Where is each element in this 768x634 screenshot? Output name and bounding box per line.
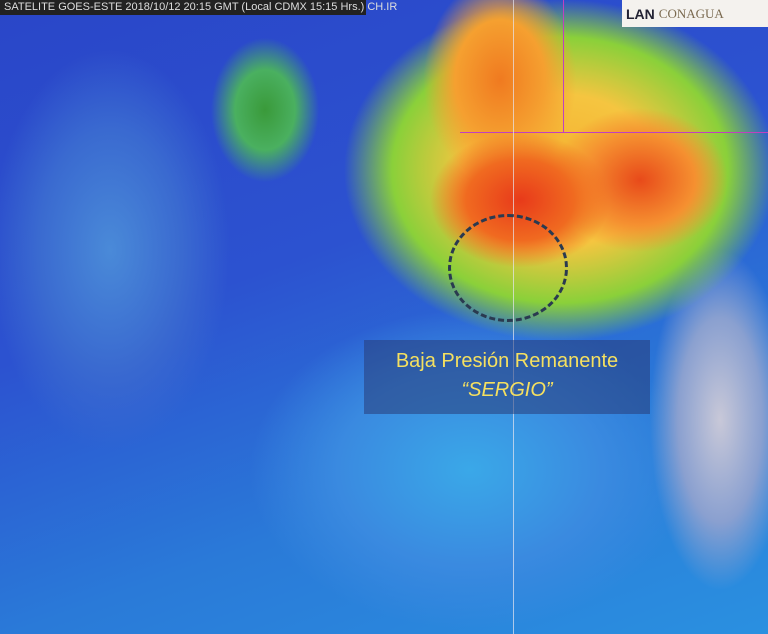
- annotation-box: Baja Presión Remanente “SERGIO”: [364, 340, 650, 414]
- logos: LAN CONAGUA: [622, 0, 768, 27]
- lan-logo: LAN: [626, 5, 655, 22]
- annotation-name: “SERGIO”: [461, 379, 553, 401]
- image-caption: SATELITE GOES-ESTE 2018/10/12 20:15 GMT …: [0, 0, 397, 15]
- low-pressure-circle: [448, 214, 568, 322]
- annotation-title: Baja Presión Remanente: [395, 350, 619, 372]
- state-border: [460, 132, 768, 133]
- state-border: [563, 0, 564, 132]
- conagua-logo: CONAGUA: [658, 5, 724, 21]
